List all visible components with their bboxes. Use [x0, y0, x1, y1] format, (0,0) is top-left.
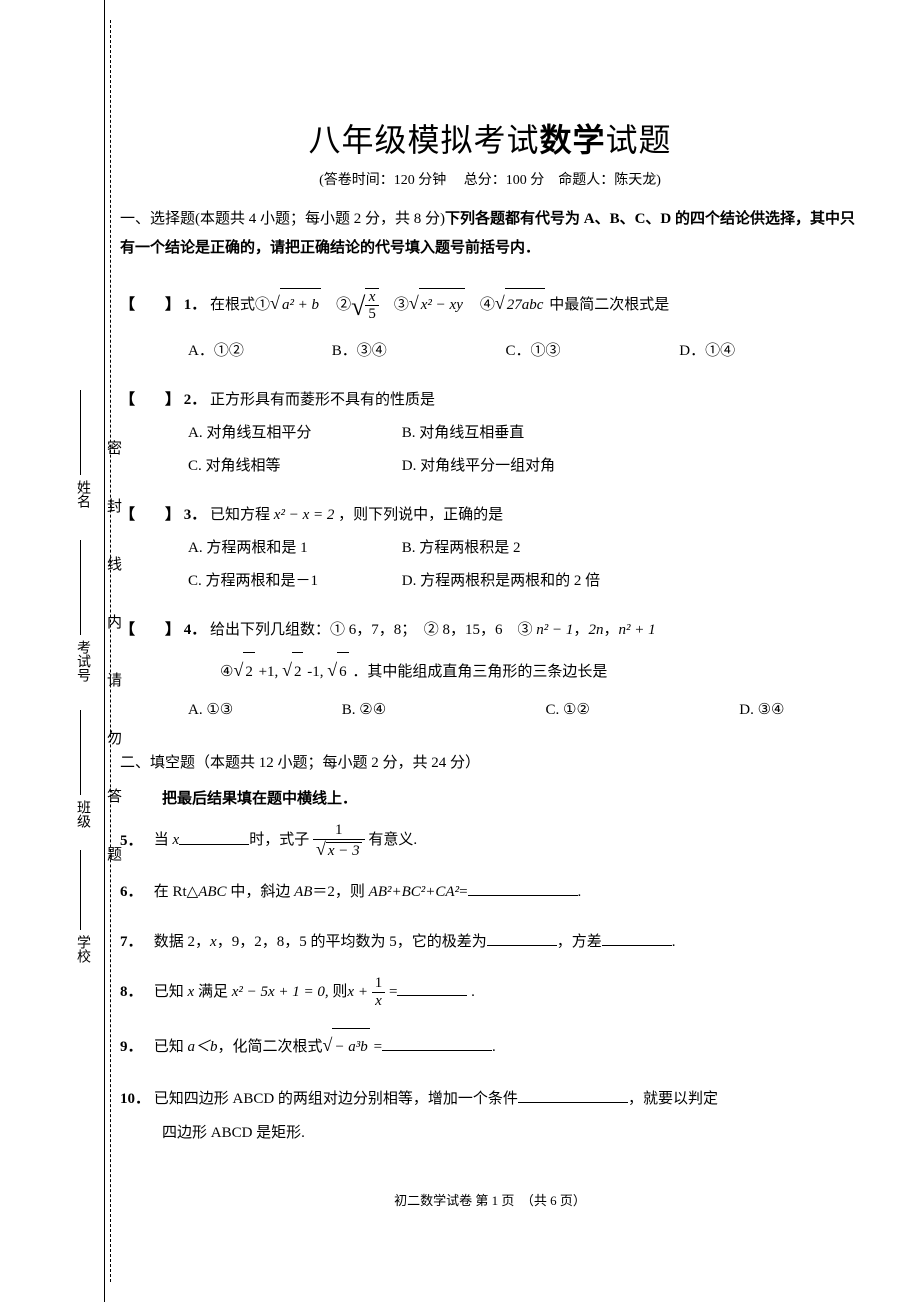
q5-frac: 1√x − 3: [313, 822, 365, 859]
q10-line2: 四边形 ABCD 是矩形.: [120, 1117, 860, 1150]
q3-stem-b: ，则下列说中，正确的是: [334, 507, 503, 523]
q1-expr4: √27abc: [495, 284, 546, 324]
q1-num: 1．: [184, 297, 207, 313]
binding-margin: 密 封 线 内 请 勿 答 题 学校 班级 考试号 姓名: [0, 0, 120, 1302]
q4-opt-d: D. ③④: [739, 694, 784, 727]
q4-line2: ④√2 +1, √2 -1, √6 ．其中能组成直角三角形的三条边长是: [120, 647, 860, 694]
q3-options-row2: C. 方程两根和是－1 D. 方程两根积是两根和的 2 倍: [120, 565, 860, 598]
q2-opt-b: B. 对角线互相垂直: [402, 417, 525, 450]
q1-stem-b: ②: [321, 297, 351, 313]
q10-num: 10．: [120, 1081, 150, 1117]
label-class: 班级: [72, 800, 92, 828]
q4-stem-a: 给出下列几组数：① 6，7，8； ② 8，15，6 ③: [210, 622, 536, 638]
q1-options: A．①② B．③④ C．①③ D．①④: [120, 335, 860, 368]
line-class: [80, 710, 81, 795]
q7-blank2: [602, 931, 672, 946]
q4-opt-c: C. ①②: [546, 694, 736, 727]
exam-title: 八年级模拟考试数学试题: [120, 115, 860, 161]
q1-opt-b: B．③④: [332, 335, 502, 368]
q4-bracket: 【 】: [120, 614, 180, 647]
q2-stem: 正方形具有而菱形不具有的性质是: [210, 392, 435, 408]
q1-stem-e: 中最简二次根式是: [545, 297, 669, 313]
q1-opt-c: C．①③: [506, 335, 676, 368]
q1-stem-d: ④: [465, 297, 495, 313]
question-8: 8． 已知 x 满足 x² − 5x + 1 = 0, 则x + 1x = .: [120, 974, 860, 1010]
section-1-label: 一、选择题: [120, 211, 195, 227]
q8-num: 8．: [120, 974, 150, 1010]
section-2-head: 二、填空题（本题共 12 小题；每小题 2 分，共 24 分）: [120, 749, 860, 778]
q3-stem-a: 已知方程: [210, 507, 274, 523]
question-3: 【 】 3． 已知方程 x² − x = 2 ，则下列说中，正确的是: [120, 499, 860, 532]
q7-blank1: [487, 931, 557, 946]
q1-stem-a: 在根式①: [210, 297, 270, 313]
q1-expr1: √a² + b: [270, 284, 321, 324]
q3-bracket: 【 】: [120, 499, 180, 532]
section-2-label: 二、填空题: [120, 755, 195, 771]
q2-num: 2．: [184, 392, 207, 408]
label-examno: 考试号: [72, 640, 92, 682]
section-2-desc: （本题共 12 小题；每小题 2 分，共 24 分）: [195, 755, 480, 771]
q4-num: 4．: [184, 622, 207, 638]
q9-blank: [382, 1036, 492, 1051]
title-pre: 八年级模拟考试: [308, 122, 539, 158]
label-name: 姓名: [72, 480, 92, 508]
q3-expr: x² − x = 2: [274, 507, 335, 523]
q2-options-row2: C. 对角线相等 D. 对角线平分一组对角: [120, 450, 860, 483]
line-school: [80, 850, 81, 930]
question-4: 【 】 4． 给出下列几组数：① 6，7，8； ② 8，15，6 ③ n² − …: [120, 614, 860, 647]
q6-num: 6．: [120, 874, 150, 910]
q6-blank: [468, 881, 578, 896]
section-2-note: 把最后结果填在题中横线上．: [120, 787, 860, 808]
q10-blank: [518, 1088, 628, 1103]
q2-options-row1: A. 对角线互相平分 B. 对角线互相垂直: [120, 417, 860, 450]
q8-frac: 1x: [372, 975, 386, 1009]
question-9: 9． 已知 a＜b，化简二次根式√− a³b =.: [120, 1024, 860, 1067]
question-6: 6． 在 Rt△ABC 中，斜边 AB＝2，则 AB²+BC²+CA²=.: [120, 874, 860, 910]
q3-opt-a: A. 方程两根和是 1: [188, 532, 398, 565]
section-1-head: 一、选择题(本题共 4 小题；每小题 2 分，共 8 分)下列各题都有代号为 A…: [120, 205, 860, 262]
q8-blank: [397, 981, 467, 996]
q2-opt-c: C. 对角线相等: [188, 450, 398, 483]
section-1-desc1: (本题共 4 小题；每小题 2 分，共 8 分): [195, 211, 445, 227]
title-bold: 数学: [539, 122, 605, 158]
exam-subtitle: (答卷时间：120 分钟 总分：100 分 命题人：陈天龙): [120, 169, 860, 189]
question-5: 5． 当 x时，式子 1√x − 3 有意义.: [120, 822, 860, 859]
question-7: 7． 数据 2，x，9，2，8，5 的平均数为 5，它的极差为，方差.: [120, 924, 860, 960]
label-school: 学校: [72, 935, 92, 963]
q3-opt-b: B. 方程两根积是 2: [402, 532, 521, 565]
q3-opt-d: D. 方程两根积是两根和的 2 倍: [402, 565, 600, 598]
line-name: [80, 390, 81, 475]
q7-num: 7．: [120, 924, 150, 960]
q2-opt-a: A. 对角线互相平分: [188, 417, 398, 450]
q1-opt-d: D．①④: [679, 335, 735, 368]
q2-bracket: 【 】: [120, 384, 180, 417]
q1-stem-c: ③: [379, 297, 409, 313]
q5-blank: [179, 830, 249, 845]
q5-num: 5．: [120, 823, 150, 859]
q9-num: 9．: [120, 1029, 150, 1065]
q3-opt-c: C. 方程两根和是－1: [188, 565, 398, 598]
question-10: 10． 已知四边形 ABCD 的两组对边分别相等，增加一个条件，就要以判定: [120, 1081, 860, 1117]
q1-expr2: √x5: [351, 278, 379, 335]
q3-num: 3．: [184, 507, 207, 523]
question-2: 【 】 2． 正方形具有而菱形不具有的性质是: [120, 384, 860, 417]
q4-e3: n² + 1: [618, 622, 655, 638]
q4-opt-a: A. ①③: [188, 694, 338, 727]
page-footer: 初二数学试卷 第 1 页 （共 6 页）: [120, 1190, 860, 1209]
q4-e1: n² − 1: [536, 622, 573, 638]
q2-opt-d: D. 对角线平分一组对角: [402, 450, 555, 483]
q1-opt-a: A．①②: [188, 335, 328, 368]
q4-e2: 2n: [588, 622, 603, 638]
question-1: 【 】 1． 在根式①√a² + b ②√x5 ③√x² − xy ④√27ab…: [120, 278, 860, 335]
q4-options: A. ①③ B. ②④ C. ①② D. ③④: [120, 694, 860, 727]
line-examno: [80, 540, 81, 635]
title-post: 试题: [606, 122, 672, 158]
q1-bracket: 【 】: [120, 289, 180, 322]
q1-expr3: √x² − xy: [409, 284, 465, 324]
page-content: 八年级模拟考试数学试题 (答卷时间：120 分钟 总分：100 分 命题人：陈天…: [120, 20, 890, 1209]
q4-opt-b: B. ②④: [342, 694, 542, 727]
q3-options-row1: A. 方程两根和是 1 B. 方程两根积是 2: [120, 532, 860, 565]
